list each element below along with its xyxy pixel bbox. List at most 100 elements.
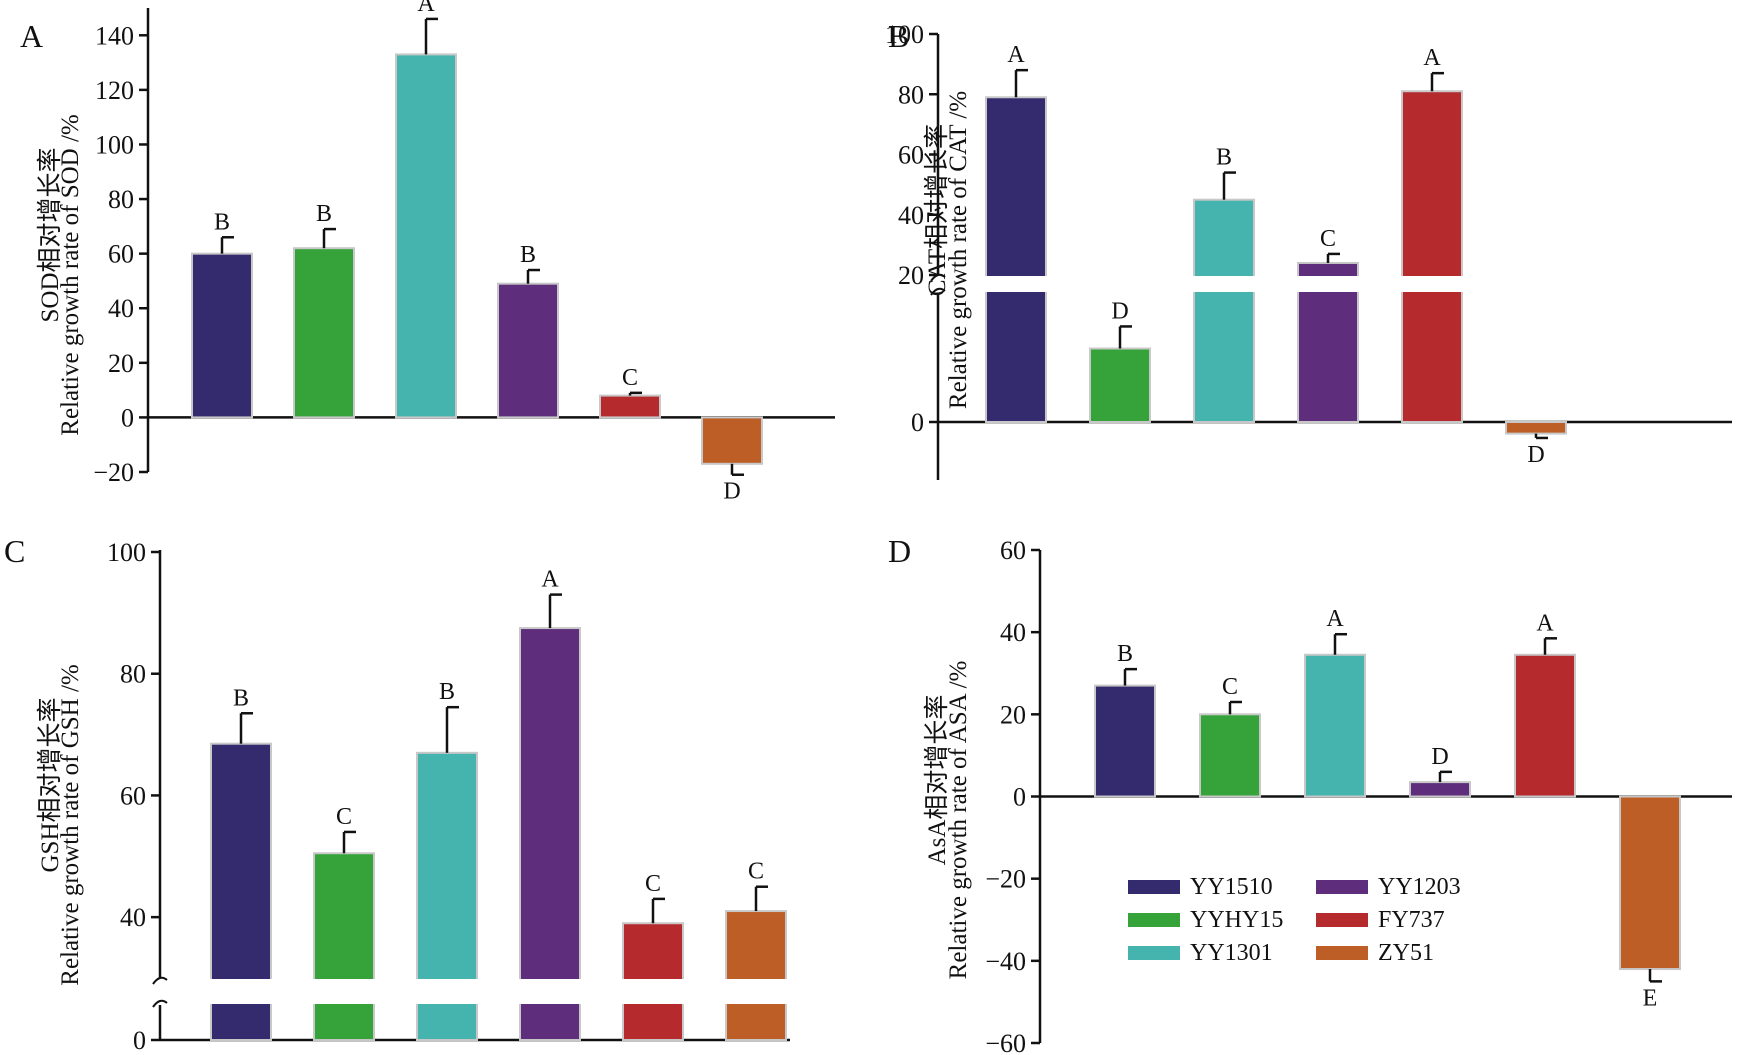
bar-break-gap bbox=[1296, 276, 1360, 292]
panel-d: D −60 −40 −20 0 20 40 60 B C A D A E AsA相对增长率Relative … bbox=[888, 533, 1732, 1055]
bar-break-gap bbox=[1504, 276, 1568, 292]
bar-yy1203 bbox=[519, 627, 581, 1041]
legend-swatch-yy1301 bbox=[1128, 946, 1180, 960]
y-axis-label-en: Relative growth rate of ASA /% bbox=[945, 661, 972, 980]
significance-letter: C bbox=[1222, 674, 1238, 700]
y-axis-label-en: Relative growth rate of GSH /% bbox=[57, 664, 84, 985]
bar-yy1203 bbox=[497, 282, 559, 419]
y-tick-label: 80 bbox=[108, 185, 134, 214]
y-tick-label: −60 bbox=[985, 1029, 1026, 1055]
y-tick-label: 80 bbox=[120, 660, 146, 689]
panel-letter: C bbox=[4, 533, 25, 569]
y-tick-label: 60 bbox=[108, 240, 134, 269]
y-tick-label: 0 bbox=[133, 1026, 146, 1055]
bar-yyhy15 bbox=[313, 852, 375, 1041]
legend-swatch-yy1203 bbox=[1316, 880, 1368, 894]
bar-break-gap bbox=[1192, 276, 1256, 292]
y-tick-label: 80 bbox=[898, 80, 924, 109]
bar-yy1510 bbox=[985, 96, 1047, 423]
significance-letter: A bbox=[417, 0, 435, 17]
bar-yyhy15 bbox=[1089, 347, 1151, 423]
significance-letter: C bbox=[748, 859, 764, 885]
y-tick-label: 40 bbox=[1000, 618, 1026, 647]
y-tick-label: 60 bbox=[120, 781, 146, 810]
y-tick-label: 20 bbox=[898, 261, 924, 290]
significance-letter: A bbox=[1536, 610, 1554, 636]
significance-letter: D bbox=[723, 479, 740, 505]
y-tick-label: 60 bbox=[898, 141, 924, 170]
legend: YY1510 YYHY15 YY1301 YY1203 FY737 ZY51 bbox=[1128, 874, 1461, 966]
y-tick-label: −20 bbox=[93, 458, 134, 487]
bar-zy51 bbox=[725, 910, 787, 1041]
legend-label: ZY51 bbox=[1378, 940, 1434, 966]
y-axis-label-cn: GSH相对增长率 bbox=[36, 697, 64, 872]
bar-fy737 bbox=[1514, 653, 1576, 798]
y-axis-label-cn: AsA相对增长率 bbox=[923, 695, 951, 866]
bar-zy51 bbox=[1619, 795, 1681, 971]
significance-letter: D bbox=[1111, 298, 1128, 324]
bar-break-gap bbox=[1400, 276, 1464, 292]
axis-break-mark bbox=[152, 976, 168, 1008]
y-tick-label: 20 bbox=[108, 349, 134, 378]
significance-letter: C bbox=[336, 804, 352, 830]
significance-letter: D bbox=[1431, 744, 1448, 770]
bar-yy1301 bbox=[1193, 198, 1255, 423]
y-tick-label: −20 bbox=[985, 865, 1026, 894]
y-tick-label: 40 bbox=[120, 903, 146, 932]
bar-yy1510 bbox=[191, 252, 253, 419]
bar-zy51 bbox=[701, 416, 763, 465]
legend-swatch-zy51 bbox=[1316, 946, 1368, 960]
y-axis-label-en: Relative growth rate of SOD /% bbox=[57, 114, 84, 435]
bar-yy1301 bbox=[395, 53, 457, 419]
bar-break-gap bbox=[984, 276, 1048, 292]
y-tick-label: 120 bbox=[95, 76, 134, 105]
significance-letter: B bbox=[520, 242, 536, 268]
bar-yy1301 bbox=[1304, 653, 1366, 798]
legend-label: YY1301 bbox=[1190, 940, 1273, 966]
significance-letter: C bbox=[1320, 226, 1336, 252]
y-axis-label-cn: SOD相对增长率 bbox=[36, 147, 64, 322]
y-tick-label: 40 bbox=[898, 201, 924, 230]
y-tick-label: 140 bbox=[95, 21, 134, 50]
significance-letter: A bbox=[1326, 606, 1344, 632]
y-tick-label: 0 bbox=[911, 408, 924, 437]
y-tick-label: −40 bbox=[985, 947, 1026, 976]
significance-letter: D bbox=[1527, 442, 1544, 468]
bar-yyhy15 bbox=[1199, 713, 1261, 798]
significance-letter: A bbox=[1423, 45, 1441, 71]
bar-zy51 bbox=[1505, 421, 1567, 435]
y-tick-label: 60 bbox=[1000, 536, 1026, 565]
significance-letter: B bbox=[1216, 145, 1232, 171]
panel-letter: B bbox=[888, 18, 909, 54]
bar-break-gap bbox=[1088, 276, 1152, 292]
significance-letter: C bbox=[645, 871, 661, 897]
y-tick-label: 40 bbox=[108, 294, 134, 323]
bar-yy1203 bbox=[1409, 781, 1471, 798]
significance-letter: B bbox=[316, 201, 332, 227]
legend-label: YY1203 bbox=[1378, 874, 1461, 900]
panel-letter: A bbox=[20, 18, 43, 54]
significance-letter: B bbox=[1117, 641, 1133, 667]
legend-label: YYHY15 bbox=[1190, 907, 1283, 933]
legend-swatch-yy1510 bbox=[1128, 880, 1180, 894]
y-axis-label-en: Relative growth rate of CAT /% bbox=[945, 91, 972, 409]
significance-letter: A bbox=[541, 567, 559, 593]
bar-break-gap bbox=[518, 979, 582, 1004]
bar-break-gap bbox=[415, 979, 479, 1004]
significance-letter: C bbox=[622, 365, 638, 391]
legend-label: FY737 bbox=[1378, 907, 1445, 933]
bar-break-gap bbox=[621, 979, 685, 1004]
significance-letter: B bbox=[233, 685, 249, 711]
significance-letter: E bbox=[1643, 985, 1658, 1011]
legend-swatch-yyhy15 bbox=[1128, 913, 1180, 927]
y-tick-label: 100 bbox=[95, 130, 134, 159]
significance-letter: B bbox=[439, 679, 455, 705]
significance-letter: B bbox=[214, 209, 230, 235]
y-tick-label: 100 bbox=[885, 20, 924, 49]
bar-yyhy15 bbox=[293, 247, 355, 419]
y-axis-label-cn: CAT相对增长率 bbox=[923, 124, 951, 296]
bar-fy737 bbox=[1401, 90, 1463, 424]
